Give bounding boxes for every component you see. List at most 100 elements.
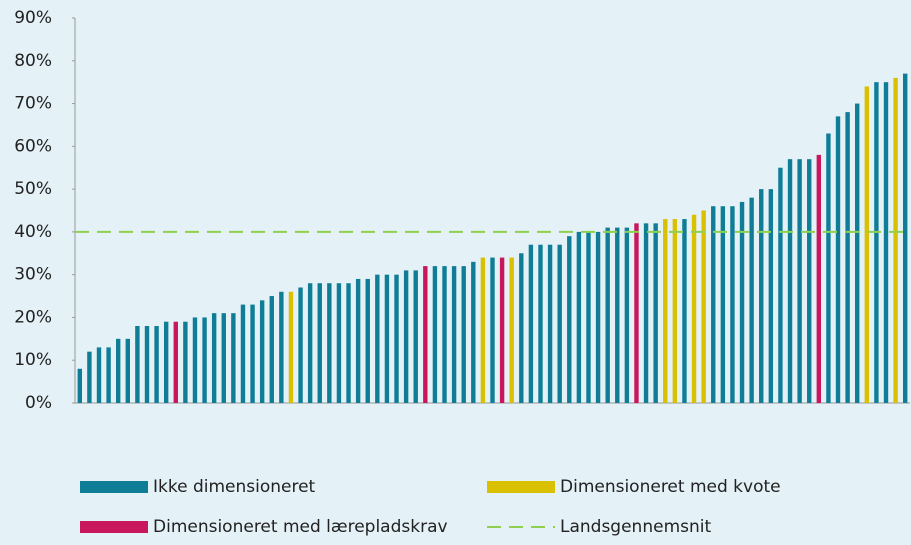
bar [288, 291, 294, 403]
bar [336, 283, 342, 403]
bar [730, 206, 735, 403]
legend-label: Ikke dimensioneret [153, 477, 316, 497]
bar [144, 326, 150, 403]
bar [394, 274, 399, 403]
bar [682, 219, 687, 403]
bar [154, 326, 159, 403]
legend-swatch [80, 521, 148, 533]
bar [279, 291, 284, 403]
legend-swatch [487, 481, 555, 493]
bar [135, 326, 140, 403]
bar [173, 321, 178, 403]
bar [547, 244, 553, 403]
bar [903, 73, 908, 403]
bar [557, 244, 562, 403]
bar [691, 214, 697, 403]
y-tick-label: 70% [14, 94, 52, 114]
bar [499, 257, 505, 403]
bar [192, 317, 198, 403]
bar [835, 116, 841, 403]
bar [317, 283, 322, 403]
bar [221, 313, 226, 403]
bar [163, 321, 169, 403]
bar [471, 261, 476, 403]
y-tick-label: 90% [14, 8, 52, 28]
y-tick-label: 50% [14, 179, 52, 199]
legend-label: Dimensioneret med kvote [560, 477, 781, 497]
y-tick-label: 40% [14, 222, 52, 242]
legend-label: Landsgennemsnit [560, 517, 711, 537]
bar [739, 201, 745, 403]
bar [269, 296, 274, 403]
bar [586, 231, 591, 403]
y-tick-label: 30% [14, 265, 52, 285]
bar [624, 227, 630, 403]
bar [480, 257, 486, 403]
bar [634, 223, 639, 403]
bar [615, 227, 620, 403]
bar [701, 210, 706, 403]
bar [307, 283, 313, 403]
bar [653, 223, 658, 403]
bar [567, 236, 572, 403]
bar [432, 266, 438, 403]
bar [855, 103, 860, 404]
bar [403, 270, 409, 403]
bar [749, 197, 754, 403]
bar [346, 283, 351, 403]
bar [183, 321, 188, 403]
legend-label: Dimensioneret med lærepladskrav [153, 517, 448, 537]
y-tick-label: 20% [14, 307, 52, 327]
bar [605, 227, 610, 403]
bar [816, 154, 822, 403]
bar [231, 313, 236, 403]
bar [365, 278, 370, 403]
bar [125, 338, 130, 403]
bar [115, 338, 121, 403]
bar [106, 347, 111, 403]
bar [259, 300, 265, 403]
bar [250, 304, 255, 403]
bar [327, 283, 332, 403]
bar [807, 159, 812, 403]
bar [797, 159, 802, 403]
bar [423, 266, 428, 403]
bar [375, 274, 380, 403]
y-tick-label: 80% [14, 51, 52, 71]
bar [509, 257, 514, 403]
bar [864, 86, 870, 403]
bar [77, 368, 82, 403]
bar [538, 244, 543, 403]
bar [845, 112, 850, 403]
bar [874, 82, 879, 404]
bar [883, 82, 889, 404]
bar [663, 219, 668, 403]
bar [96, 347, 102, 403]
bar [768, 189, 774, 403]
bar [576, 231, 582, 403]
y-tick-label: 10% [14, 350, 52, 370]
bar [87, 351, 92, 403]
bar [355, 278, 361, 403]
bar [893, 77, 898, 403]
y-tick-label: 0% [25, 393, 52, 413]
bar [672, 219, 678, 403]
bar [778, 167, 783, 403]
bar [451, 266, 457, 403]
bar [384, 274, 390, 403]
bar [519, 253, 524, 403]
bar [202, 317, 207, 403]
bar [787, 159, 793, 403]
bar [461, 266, 466, 403]
bar [240, 304, 246, 403]
bar [826, 133, 831, 403]
bar [759, 189, 764, 403]
bar [298, 287, 303, 403]
legend-swatch [80, 481, 148, 493]
bar [595, 231, 601, 403]
bar [413, 270, 418, 403]
y-tick-label: 60% [14, 136, 52, 156]
bar [442, 266, 447, 403]
bar [643, 223, 649, 403]
